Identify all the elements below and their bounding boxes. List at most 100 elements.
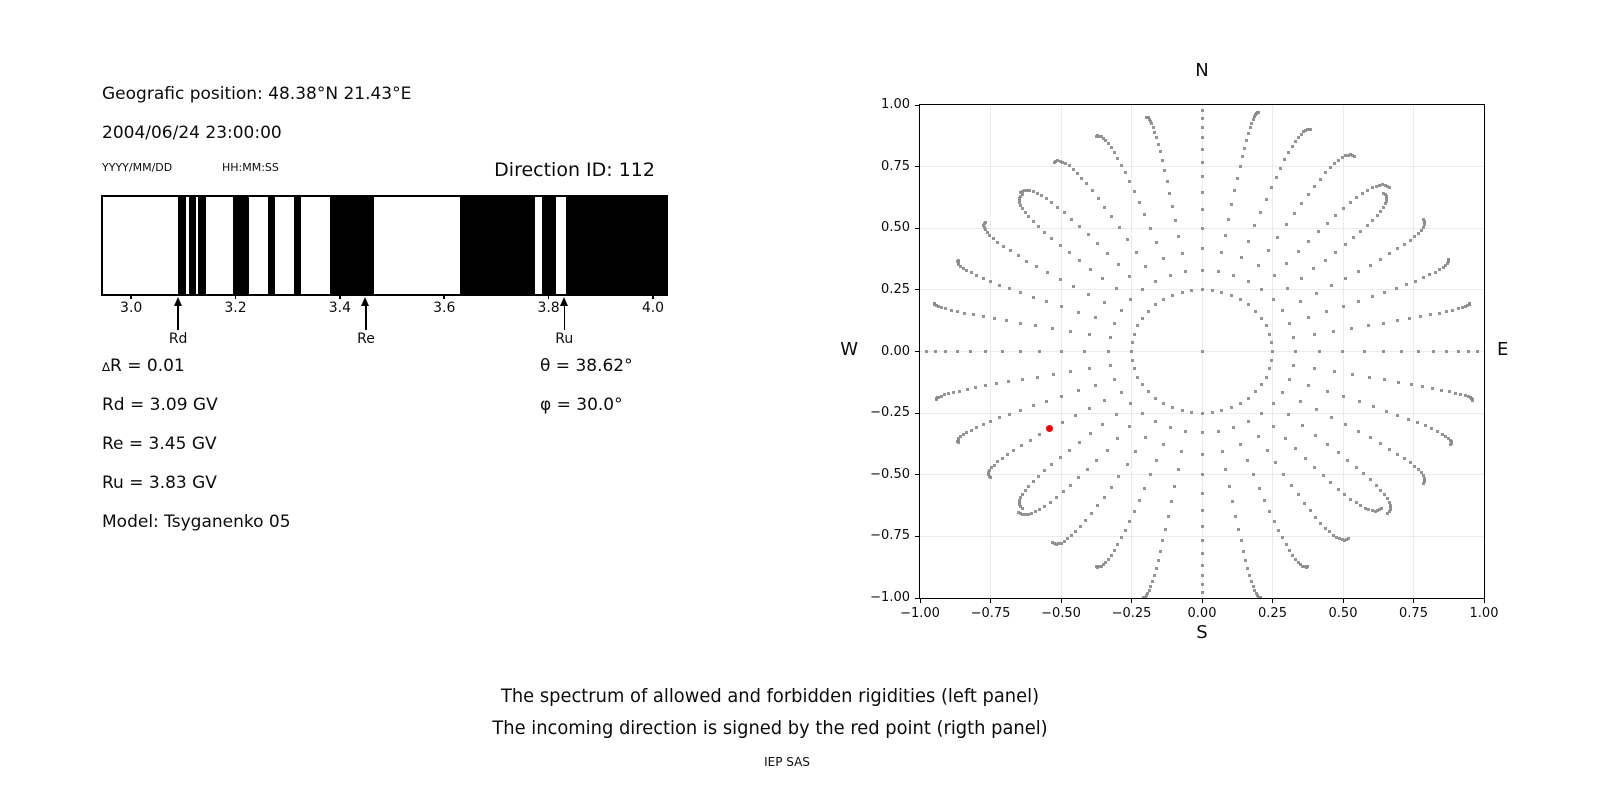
spoke-dot [1340,538,1344,542]
ring-dot [1154,396,1158,400]
spoke-dot [1088,332,1092,336]
spoke-dot [1019,321,1023,325]
spoke-dot [1200,491,1204,495]
spoke-dot [1180,251,1184,255]
spoke-dot [1315,408,1319,411]
spoke-dot [1016,254,1020,258]
ring-dot [1229,406,1233,410]
spoke-dot [1329,481,1333,485]
spoke-dot [1077,440,1081,444]
spoke-dot [1000,350,1004,353]
spoke-dot [957,436,961,440]
spoke-dot [1143,213,1147,217]
spoke-dot [1020,506,1024,510]
spoke-dot [1308,509,1312,513]
spoke-dot [1109,553,1113,557]
spoke-dot [1342,395,1346,399]
spoke-dot [1453,391,1457,395]
spoke-dot [1420,471,1423,475]
spoke-dot [1129,402,1133,406]
spoke-dot [1421,225,1425,229]
spoke-dot [1307,316,1311,320]
spoke-dot [1043,230,1047,234]
spoke-dot [1227,484,1231,488]
spoke-dot [1008,287,1012,291]
spoke-dot [1007,380,1011,384]
spoke-dot [1330,284,1334,288]
spoke-dot [1154,567,1158,571]
spoke-dot [1257,263,1261,267]
spoke-dot [1381,205,1385,209]
spoke-dot [1428,273,1432,277]
allowed-rigidity-band [188,197,196,294]
spoke-dot [1152,574,1156,578]
spoke-dot [1166,514,1170,518]
spoke-dot [1019,495,1023,499]
spoke-dot [1129,297,1133,301]
spoke-dot [1094,383,1098,387]
date-format-label: YYYY/MM/DD [102,161,173,174]
spoke-dot [1431,350,1435,353]
spoke-dot [1051,373,1055,377]
spoke-dot [1331,533,1335,537]
spoke-dot [1373,509,1377,513]
map-y-tick-label: 0.50 [881,220,910,236]
spoke-dot [1324,171,1328,175]
spoke-dot [1389,506,1393,510]
spoke-dot [1118,226,1122,230]
spoke-dot [1160,158,1164,162]
spoke-dot [1052,160,1056,164]
ring-dot [1200,288,1204,292]
spoke-dot [1338,537,1342,541]
spoke-dot [1302,565,1306,569]
spoke-dot [1050,237,1054,241]
spoke-dot [1362,350,1366,353]
spoke-dot [1200,136,1204,140]
spoke-dot [1440,432,1444,436]
spoke-dot [1384,194,1388,198]
map-x-tick-label: 1.00 [1469,606,1499,621]
spoke-dot [1287,151,1291,155]
map-y-tick-label: −0.75 [870,528,910,544]
spoke-dot [1060,305,1064,309]
spoke-dot [1052,542,1056,546]
spoke-dot [1342,538,1346,542]
spoke-dot [965,431,969,435]
spoke-dot [1027,484,1031,488]
spoke-dot [1063,211,1067,215]
spoke-dot [1313,184,1317,188]
spoke-dot [998,283,1002,287]
spoke-dot [1056,159,1060,163]
spoke-dot [1381,321,1385,325]
spoke-dot [924,350,928,353]
spoke-dot [1000,456,1004,460]
spoke-dot [1421,218,1425,222]
spoke-dot [1323,258,1327,262]
spoke-dot [1200,148,1204,152]
spoke-dot [1333,161,1337,165]
spoke-dot [1330,415,1334,419]
spoke-dot [1080,176,1084,180]
rigidity-axis-tick [339,294,341,299]
spoke-dot [1108,335,1112,339]
ring-dot [1268,332,1272,336]
ring-dot [1229,293,1233,297]
ring-dot [1154,303,1158,307]
spoke-dot [1094,316,1098,320]
ring-dot [1210,410,1214,414]
spoke-dot [1101,277,1105,281]
spoke-dot [1428,313,1432,317]
spoke-dot [1336,450,1340,454]
spoke-dot [1142,596,1146,598]
ring-dot [1253,390,1257,394]
spoke-dot [1168,426,1172,430]
spoke-dot [1113,377,1117,381]
spoke-dot [1245,138,1249,142]
spoke-dot [1200,551,1204,555]
spoke-dot [1102,300,1106,304]
spoke-dot [1075,171,1079,175]
spoke-dot [1154,136,1158,140]
spoke-dot [1043,469,1047,472]
spoke-dot [1383,193,1387,197]
